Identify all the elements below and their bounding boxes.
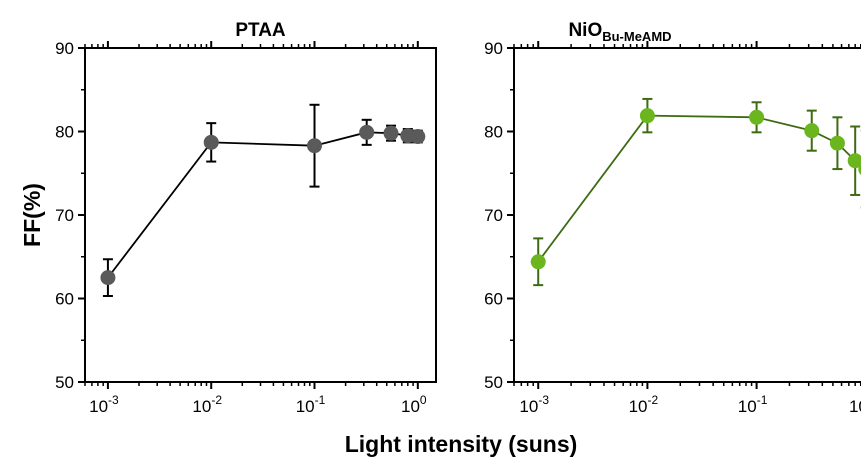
y-tick-label: 80	[484, 123, 503, 142]
y-tick-label: 90	[484, 39, 503, 58]
data-point	[639, 108, 655, 124]
data-point	[804, 123, 820, 139]
panel-title: NiOBu-MeAMD	[568, 20, 671, 44]
y-tick-label: 60	[484, 290, 503, 309]
x-tick-label: 10-1	[296, 393, 326, 416]
panel-0: PTAA 50 60 70 80 90 10-3 10-2 10-1 100	[55, 20, 437, 416]
x-tick-label: 100	[401, 393, 427, 416]
data-point	[829, 135, 845, 151]
x-tick-label: 10-2	[629, 393, 659, 416]
data-point	[410, 129, 426, 145]
y-tick-label: 80	[55, 123, 74, 142]
x-tick-label: 100	[849, 393, 861, 416]
data-point	[749, 109, 765, 125]
y-tick-label: 60	[55, 290, 74, 309]
x-axis-title: Light intensity (suns)	[345, 431, 578, 457]
data-point	[203, 134, 219, 150]
data-point	[359, 124, 375, 140]
plot-frame	[513, 47, 861, 383]
y-tick-label: 50	[55, 373, 74, 392]
y-axis-title: FF(%)	[19, 183, 45, 247]
data-point	[307, 138, 323, 154]
data-point	[100, 270, 116, 286]
data-point	[383, 125, 399, 141]
x-tick-label: 10-1	[738, 393, 768, 416]
y-tick-label: 70	[484, 206, 503, 225]
x-tick-label: 10-3	[519, 393, 549, 416]
plot-frame	[84, 47, 437, 383]
y-tick-label: 70	[55, 206, 74, 225]
panel-1: NiOBu-MeAMD 50 60 70 80 90 10-3 10-2 10-1 100	[484, 20, 861, 416]
data-point	[530, 254, 546, 270]
series-line	[107, 131, 418, 279]
y-tick-label: 90	[55, 39, 74, 58]
y-tick-label: 50	[484, 373, 503, 392]
x-tick-label: 10-3	[89, 393, 119, 416]
data-point	[847, 153, 861, 169]
x-tick-label: 10-2	[192, 393, 222, 416]
panel-title: PTAA	[235, 20, 286, 41]
data-point	[858, 163, 861, 175]
